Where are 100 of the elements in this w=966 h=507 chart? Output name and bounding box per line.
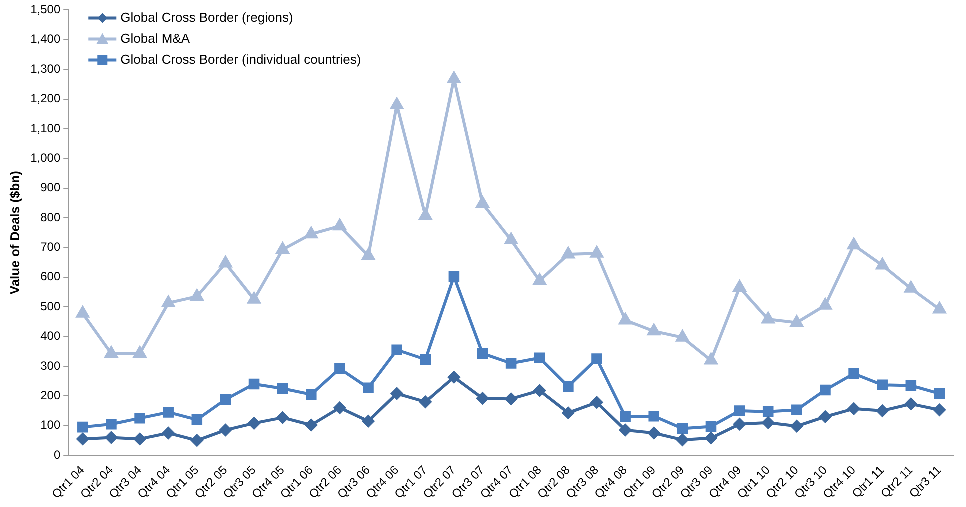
point <box>248 292 261 304</box>
point <box>905 398 918 410</box>
legend-label: Global Cross Border (individual countries) <box>120 52 362 67</box>
point <box>448 72 460 84</box>
point <box>191 434 204 447</box>
y-tick-label: 500 <box>40 299 61 314</box>
y-tick-label: 1,300 <box>30 62 61 76</box>
point <box>734 406 746 416</box>
point <box>620 424 632 436</box>
point <box>334 219 346 231</box>
point <box>648 427 660 440</box>
y-tick-label: 700 <box>40 240 61 254</box>
y-tick-label: 600 <box>40 270 61 284</box>
y-tick-label: 1,100 <box>30 121 61 136</box>
point <box>706 421 717 432</box>
point <box>78 422 88 433</box>
point <box>476 196 490 208</box>
point <box>762 416 774 429</box>
point <box>934 404 946 416</box>
point <box>476 392 489 405</box>
y-tick-label: 300 <box>40 358 61 373</box>
point <box>392 344 402 356</box>
point <box>734 418 746 430</box>
point <box>505 233 518 245</box>
legend-label: Global M&A <box>120 30 190 46</box>
y-tick-label: 100 <box>40 418 61 432</box>
point <box>677 423 688 434</box>
point <box>220 394 232 406</box>
point <box>448 371 460 384</box>
point <box>619 313 632 325</box>
point <box>162 427 175 440</box>
point <box>790 316 804 328</box>
point <box>848 238 860 250</box>
point <box>534 384 546 397</box>
point <box>563 381 574 392</box>
point <box>363 382 374 394</box>
point <box>819 298 832 310</box>
y-tick-label: 800 <box>40 210 61 224</box>
y-tick-label: 1,200 <box>30 92 61 106</box>
point <box>306 389 317 400</box>
point <box>876 404 889 417</box>
point <box>933 302 946 314</box>
point <box>590 396 603 409</box>
point <box>362 249 375 260</box>
point <box>477 348 488 360</box>
point <box>276 242 290 254</box>
point <box>704 354 718 365</box>
point <box>534 352 546 364</box>
point <box>792 404 802 416</box>
point <box>134 433 146 446</box>
point <box>105 346 118 358</box>
legend-label: Global Cross Border (regions) <box>120 10 294 25</box>
y-tick-label: 200 <box>40 388 61 402</box>
point <box>505 393 518 406</box>
point <box>334 402 346 414</box>
point <box>734 280 746 292</box>
point <box>562 407 574 420</box>
point <box>592 354 602 364</box>
point <box>134 346 146 358</box>
point <box>820 384 831 396</box>
point <box>276 412 289 424</box>
point <box>190 290 204 301</box>
point <box>305 419 318 432</box>
point <box>163 407 174 418</box>
point <box>192 414 203 426</box>
point <box>648 324 660 336</box>
y-tick-label: 900 <box>40 180 61 195</box>
point <box>848 402 860 415</box>
point <box>420 354 432 366</box>
point <box>105 432 118 444</box>
point <box>106 418 117 430</box>
point <box>790 420 803 432</box>
point <box>362 415 375 428</box>
point <box>334 363 346 374</box>
point <box>277 383 288 394</box>
point <box>676 330 689 342</box>
point <box>876 258 889 270</box>
point <box>590 246 604 258</box>
point <box>220 424 232 436</box>
point <box>76 306 90 318</box>
point <box>506 358 517 369</box>
point <box>904 282 918 293</box>
point <box>762 406 774 418</box>
point <box>419 208 432 220</box>
point <box>420 396 432 408</box>
y-tick-label: 1,000 <box>30 150 61 165</box>
point <box>562 248 575 259</box>
point <box>162 296 175 308</box>
point <box>134 413 146 424</box>
point <box>219 256 232 268</box>
point <box>848 368 860 380</box>
point <box>620 412 631 422</box>
point <box>676 434 689 446</box>
point <box>877 380 888 391</box>
point <box>705 432 718 444</box>
y-tick-label: 400 <box>40 329 61 344</box>
point <box>648 410 660 422</box>
point <box>248 378 260 390</box>
point <box>934 388 946 400</box>
point <box>819 410 832 423</box>
